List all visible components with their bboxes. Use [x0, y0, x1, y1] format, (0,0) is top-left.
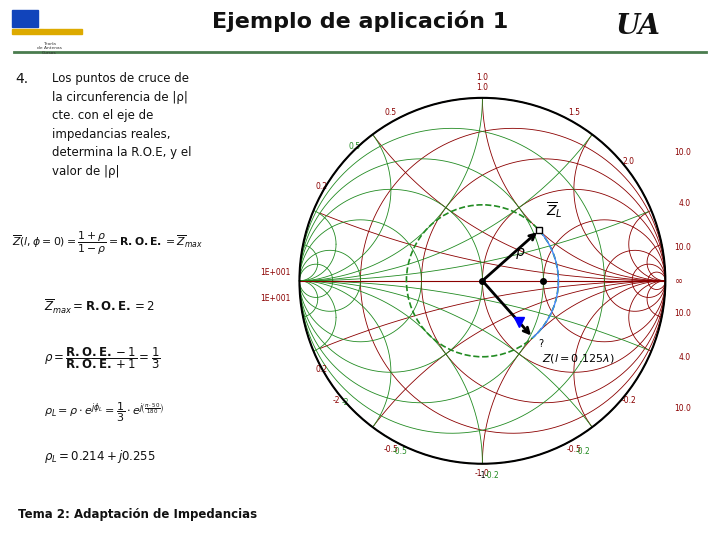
Text: $\rho$: $\rho$	[515, 246, 526, 261]
Text: Teoría
de Antenas
Cursos: Teoría de Antenas Cursos	[37, 42, 62, 56]
Text: UA: UA	[616, 14, 660, 40]
Text: 4.: 4.	[15, 72, 28, 86]
Text: 1E+001: 1E+001	[260, 294, 290, 302]
Text: -0.5: -0.5	[384, 445, 398, 454]
Text: $\rho_L=\rho\cdot e^{j\phi_L}=\dfrac{1}{3}\cdot e^{j\!\left(\frac{\pi\cdot50}{18: $\rho_L=\rho\cdot e^{j\phi_L}=\dfrac{1}{…	[44, 401, 164, 424]
Text: $Z(l=0.125\lambda)$: $Z(l=0.125\lambda)$	[542, 352, 615, 365]
Text: 1.0: 1.0	[477, 72, 488, 82]
Text: $\rho_L=0.214+j0.255$: $\rho_L=0.214+j0.255$	[44, 448, 156, 464]
Text: 10.0: 10.0	[675, 244, 691, 252]
Text: $\overline{Z}_{max}=\mathbf{R.O.E.}=2$: $\overline{Z}_{max}=\mathbf{R.O.E.}=2$	[44, 298, 156, 316]
Text: ?: ?	[539, 339, 544, 349]
Text: 0.2: 0.2	[315, 183, 328, 191]
Text: $\overline{Z}_L$: $\overline{Z}_L$	[546, 200, 563, 220]
Text: -2: -2	[333, 396, 340, 405]
Text: 1E+001: 1E+001	[260, 268, 290, 277]
Text: Tema 2: Adaptación de Impedancias: Tema 2: Adaptación de Impedancias	[18, 508, 257, 521]
Text: -0.2: -0.2	[484, 471, 499, 480]
Text: 1.5: 1.5	[568, 108, 580, 117]
Text: $\rho=\dfrac{\mathbf{R.O.E.}-1}{\mathbf{R.O.E.}+1}=\dfrac{1}{3}$: $\rho=\dfrac{\mathbf{R.O.E.}-1}{\mathbf{…	[44, 345, 161, 371]
Text: 10.0: 10.0	[675, 148, 691, 157]
Text: 0.2: 0.2	[315, 365, 328, 374]
Bar	[12, 29, 82, 34]
Text: $\overline{Z}(l,\phi=0)=\dfrac{1+\rho}{1-\rho}=\mathbf{R.O.E.}=\overline{Z}_{max: $\overline{Z}(l,\phi=0)=\dfrac{1+\rho}{1…	[12, 230, 203, 258]
Text: 10.0: 10.0	[675, 404, 691, 413]
Text: -0.5: -0.5	[392, 447, 408, 456]
Text: -1: -1	[479, 471, 486, 481]
Bar	[12, 10, 38, 27]
Text: Los puntos de cruce de
la circunferencia de |ρ|
cte. con el eje de
impedancias r: Los puntos de cruce de la circunferencia…	[52, 72, 192, 178]
Text: -2: -2	[341, 398, 349, 407]
Text: ∞: ∞	[675, 276, 683, 286]
Text: -0.5: -0.5	[567, 445, 581, 454]
Text: Ejemplo de aplicación 1: Ejemplo de aplicación 1	[212, 11, 508, 32]
Text: -1.0: -1.0	[475, 469, 490, 478]
Text: 4.0: 4.0	[678, 199, 690, 208]
Text: 0.5: 0.5	[348, 142, 361, 151]
Text: 1.0: 1.0	[477, 83, 488, 92]
Text: 0.5: 0.5	[385, 108, 397, 117]
Bar	[42, 17, 50, 27]
Text: 4.0: 4.0	[678, 353, 690, 362]
Text: 2.0: 2.0	[623, 157, 635, 166]
Text: -0.2: -0.2	[576, 447, 590, 456]
Text: 10.0: 10.0	[675, 309, 691, 318]
Text: -0.2: -0.2	[621, 396, 636, 405]
